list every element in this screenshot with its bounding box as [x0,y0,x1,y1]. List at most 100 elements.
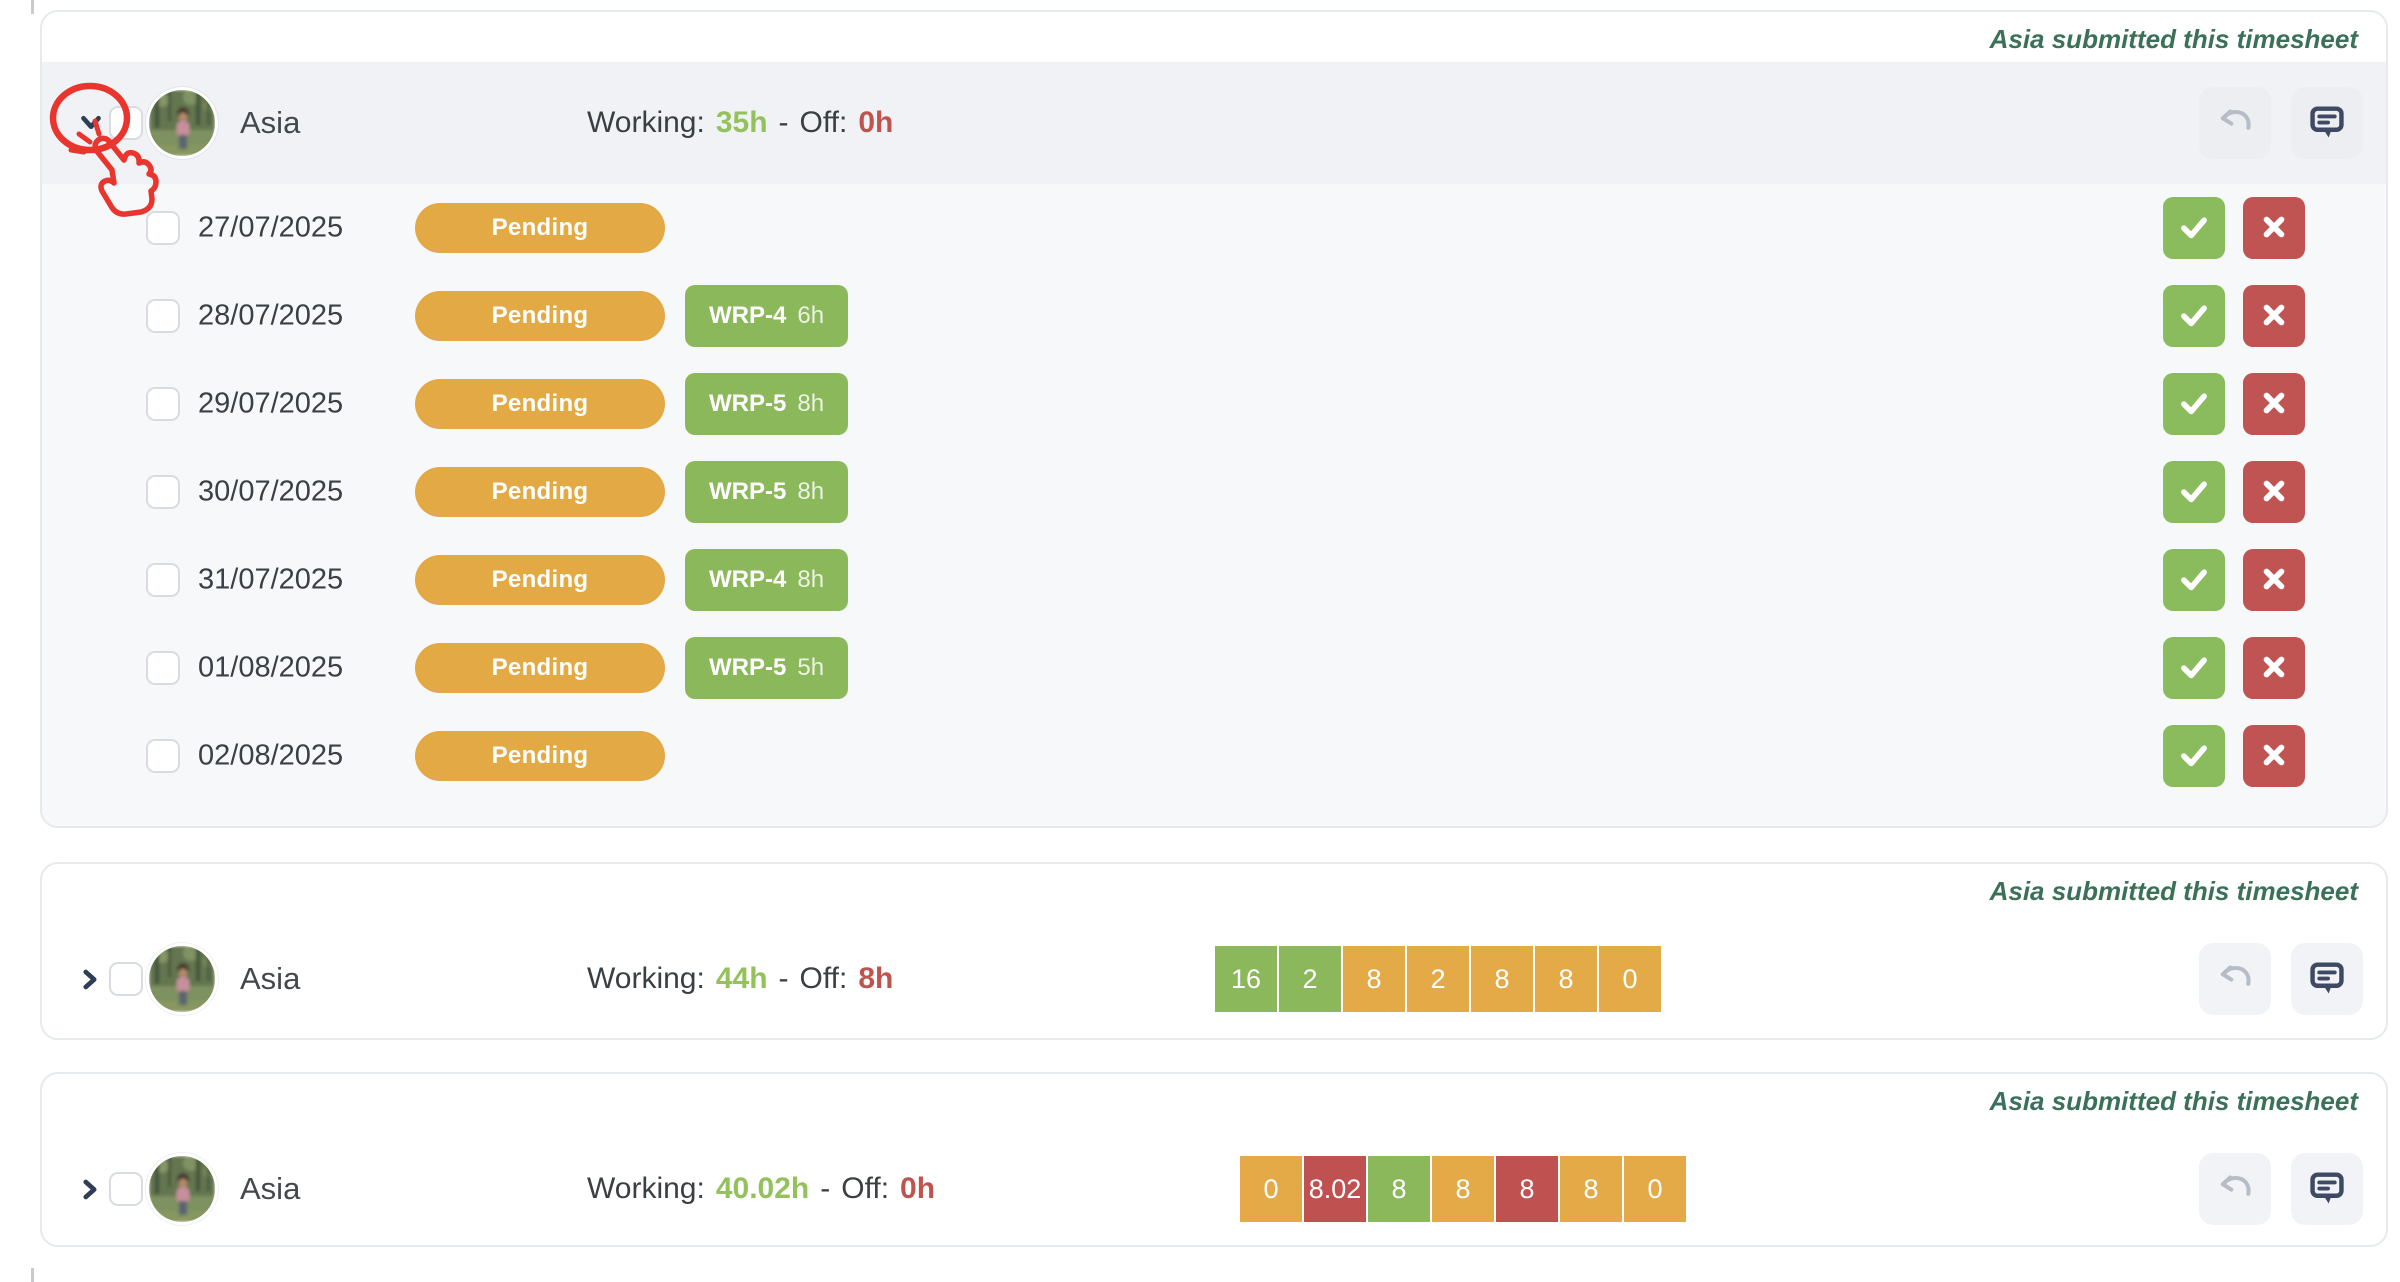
day-checkbox[interactable] [146,563,180,597]
check-icon [2176,385,2212,424]
working-hours-value: 40.02h [715,1172,810,1205]
working-label: Working: [587,106,705,139]
day-hours-block: 0 [1624,1156,1686,1222]
edge-artifact [31,1268,34,1282]
undo-button[interactable] [2199,1153,2271,1225]
day-rows-list: 27/07/2025 Pending 28/07/2025 Pending WR… [42,184,2386,800]
member-name: Asia [240,961,301,996]
approve-day-button[interactable] [2163,725,2225,787]
chevron-right-icon [75,1174,108,1204]
project-badge: WRP-4 8h [685,549,849,611]
day-hours-block: 0 [1599,946,1661,1012]
week-hours-blocks: 16 2 8 2 8 8 0 [1215,946,1661,1012]
day-checkbox[interactable] [146,739,180,773]
approve-day-button[interactable] [2163,197,2225,259]
approve-day-button[interactable] [2163,637,2225,699]
submission-note: Asia submitted this timesheet [1989,1086,2358,1116]
working-hours-value: 35h [715,106,768,139]
status-badge: Pending [415,643,665,693]
off-label: Off: [799,962,848,995]
hours-summary: Working: 35h - Off: 0h [587,106,893,140]
status-badge: Pending [415,467,665,517]
day-checkbox[interactable] [146,387,180,421]
submission-note: Asia submitted this timesheet [1989,876,2358,906]
project-hours: 8h [797,478,825,505]
reject-day-button[interactable] [2243,373,2305,435]
timesheet-day-row: 29/07/2025 Pending WRP-5 8h [42,360,2386,448]
x-icon [2257,210,2291,247]
comments-button[interactable] [2291,1153,2363,1225]
reject-day-button[interactable] [2243,285,2305,347]
member-header-row: Asia Working: 44h - Off: 8h 16 2 8 2 8 8… [42,926,2386,1032]
undo-button[interactable] [2199,87,2271,159]
day-checkbox[interactable] [146,211,180,245]
day-date: 31/07/2025 [198,563,344,596]
member-name: Asia [240,1171,301,1206]
expand-toggle-button[interactable] [72,1170,110,1208]
project-code: WRP-4 [709,566,787,593]
hours-summary: Working: 40.02h - Off: 0h [587,1172,935,1206]
reject-day-button[interactable] [2243,197,2305,259]
member-header-row: Asia Working: 35h - Off: 0h [42,62,2386,184]
day-checkbox[interactable] [146,651,180,685]
member-header-row: Asia Working: 40.02h - Off: 0h 0 8.02 8 … [42,1136,2386,1242]
expand-toggle-button[interactable] [72,104,110,142]
avatar [149,1156,215,1222]
day-hours-block: 8 [1471,946,1533,1012]
off-hours-value: 8h [858,962,894,995]
day-date: 30/07/2025 [198,475,344,508]
approve-day-button[interactable] [2163,549,2225,611]
timesheet-day-row: 27/07/2025 Pending [42,184,2386,272]
timesheet-card-expanded: Asia submitted this timesheet [40,10,2388,828]
project-hours: 8h [797,566,825,593]
timesheet-day-row: 02/08/2025 Pending [42,712,2386,800]
week-hours-blocks: 0 8.02 8 8 8 8 0 [1240,1156,1686,1222]
day-checkbox[interactable] [146,475,180,509]
reject-day-button[interactable] [2243,637,2305,699]
day-checkbox[interactable] [146,299,180,333]
reject-day-button[interactable] [2243,549,2305,611]
off-label: Off: [799,106,848,139]
off-label: Off: [841,1172,890,1205]
check-icon [2176,297,2212,336]
project-badge: WRP-4 6h [685,285,849,347]
day-hours-block: 2 [1279,946,1341,1012]
approve-day-button[interactable] [2163,373,2225,435]
day-date: 01/08/2025 [198,651,344,684]
project-hours: 8h [797,390,825,417]
expand-toggle-button[interactable] [72,960,110,998]
check-icon [2176,737,2212,776]
avatar [149,946,215,1012]
x-icon [2257,386,2291,423]
project-code: WRP-5 [709,654,787,681]
member-checkbox[interactable] [109,106,143,140]
edge-artifact [31,0,34,14]
comments-button[interactable] [2291,943,2363,1015]
hours-summary: Working: 44h - Off: 8h [587,962,893,996]
approve-day-button[interactable] [2163,461,2225,523]
day-hours-block: 8 [1496,1156,1558,1222]
comment-icon [2307,1168,2347,1211]
comments-button[interactable] [2291,87,2363,159]
summary-separator: - [778,106,789,139]
chevron-down-icon [76,107,106,140]
summary-separator: - [820,1172,831,1205]
member-checkbox[interactable] [109,1172,143,1206]
member-name: Asia [240,105,301,140]
day-hours-block: 8 [1560,1156,1622,1222]
undo-button[interactable] [2199,943,2271,1015]
check-icon [2176,209,2212,248]
project-hours: 6h [797,302,825,329]
member-checkbox[interactable] [109,962,143,996]
project-code: WRP-5 [709,390,787,417]
reject-day-button[interactable] [2243,461,2305,523]
status-badge: Pending [415,291,665,341]
project-badge: WRP-5 8h [685,373,849,435]
status-badge: Pending [415,555,665,605]
summary-separator: - [778,962,789,995]
approve-day-button[interactable] [2163,285,2225,347]
reject-day-button[interactable] [2243,725,2305,787]
avatar [149,90,215,156]
timesheet-day-row: 30/07/2025 Pending WRP-5 8h [42,448,2386,536]
timesheet-day-row: 31/07/2025 Pending WRP-4 8h [42,536,2386,624]
